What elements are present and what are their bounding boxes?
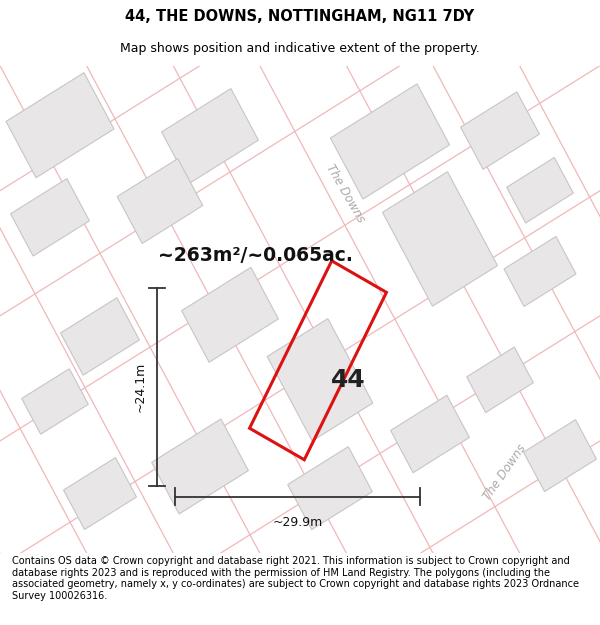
Polygon shape: [11, 179, 89, 256]
Polygon shape: [331, 84, 449, 199]
Text: ~29.9m: ~29.9m: [272, 516, 323, 529]
Text: The Downs: The Downs: [323, 162, 367, 225]
Polygon shape: [64, 458, 136, 529]
Polygon shape: [461, 92, 539, 169]
Polygon shape: [117, 159, 203, 244]
Polygon shape: [467, 347, 533, 413]
Text: ~263m²/~0.065ac.: ~263m²/~0.065ac.: [158, 246, 352, 265]
Polygon shape: [161, 89, 259, 184]
Polygon shape: [524, 419, 596, 492]
Text: Map shows position and indicative extent of the property.: Map shows position and indicative extent…: [120, 42, 480, 54]
Polygon shape: [287, 447, 373, 529]
Polygon shape: [152, 419, 248, 514]
Text: ~24.1m: ~24.1m: [134, 362, 147, 412]
Polygon shape: [506, 158, 574, 223]
Text: 44: 44: [331, 368, 365, 392]
Polygon shape: [6, 72, 114, 178]
Polygon shape: [61, 298, 139, 375]
Text: 44, THE DOWNS, NOTTINGHAM, NG11 7DY: 44, THE DOWNS, NOTTINGHAM, NG11 7DY: [125, 9, 475, 24]
Polygon shape: [182, 268, 278, 362]
Polygon shape: [504, 236, 576, 306]
Polygon shape: [391, 395, 469, 472]
Text: Contains OS data © Crown copyright and database right 2021. This information is : Contains OS data © Crown copyright and d…: [12, 556, 579, 601]
Polygon shape: [267, 319, 373, 441]
Polygon shape: [22, 369, 88, 434]
Text: The Downs: The Downs: [481, 441, 529, 503]
Polygon shape: [383, 172, 497, 306]
